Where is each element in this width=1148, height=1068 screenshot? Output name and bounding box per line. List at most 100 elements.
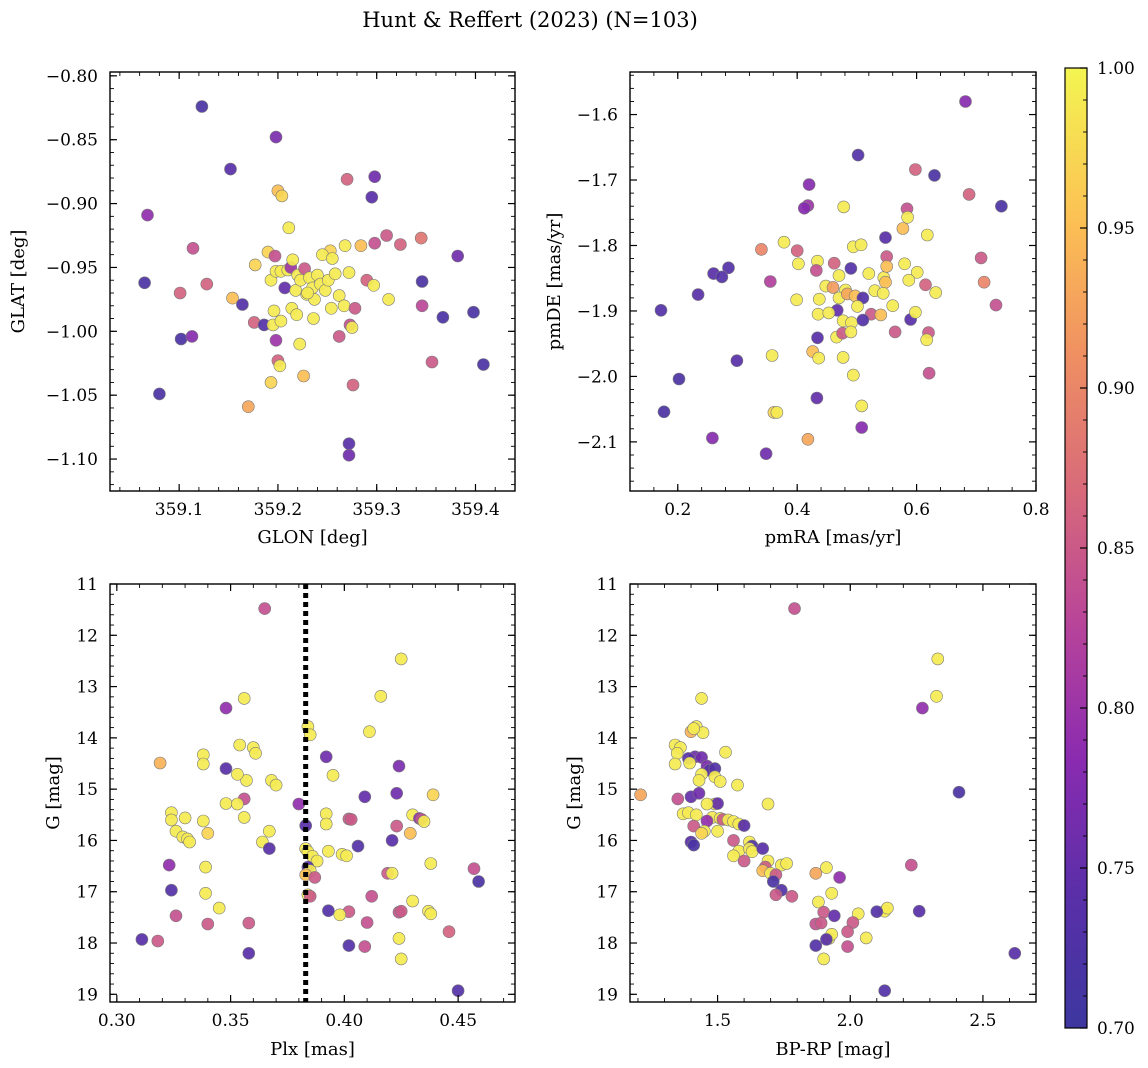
scatter-point	[811, 331, 824, 345]
scatter-point	[268, 249, 282, 263]
scatter-point	[874, 308, 888, 322]
x-tick-label: 0.8	[1022, 500, 1049, 520]
scatter-point	[346, 378, 360, 392]
y-tick-label: 17	[76, 883, 98, 903]
scatter-point	[1008, 946, 1022, 960]
scatter-point	[765, 349, 779, 362]
scatter-point	[812, 895, 825, 909]
scatter-point	[727, 849, 740, 863]
scatter-point	[365, 190, 379, 204]
x-axis-label: pmRA [mas/yr]	[765, 527, 902, 548]
y-axis-label: G [mag]	[564, 756, 585, 829]
panel-glon-glat: 359.1 359.2 359.3 359.4 −0.80 −0.85 −0.90 −0.95…	[8, 67, 516, 548]
scatter-point	[231, 797, 244, 811]
scatter-point	[237, 692, 251, 705]
scatter-point	[820, 861, 833, 874]
scatter-point	[442, 925, 456, 939]
y-axis-label: GLAT [deg]	[8, 230, 29, 334]
scatter-point	[777, 235, 791, 249]
scatter-point	[785, 889, 799, 903]
scatter-point	[841, 925, 854, 939]
scatter-point	[922, 366, 936, 380]
y-tick-label: −1.7	[577, 171, 618, 191]
scatter-point	[766, 875, 780, 888]
scatter-point	[837, 200, 851, 214]
scatter-point	[138, 276, 151, 290]
scatter-point	[292, 797, 306, 811]
scatter-point	[340, 849, 353, 863]
axes-frame	[109, 71, 516, 492]
scatter-point	[237, 811, 251, 824]
scatter-point	[185, 330, 199, 343]
scatter-point	[859, 931, 873, 945]
scatter-point	[780, 857, 793, 870]
scatter-point	[722, 261, 735, 275]
scatter-point	[879, 275, 892, 289]
scatter-point	[394, 652, 408, 666]
scatter-point	[832, 269, 846, 282]
scatter-point	[920, 228, 934, 242]
scatter-point	[880, 260, 894, 273]
y-tick-label: 15	[596, 780, 618, 800]
x-tick-label: 2.0	[837, 1011, 864, 1031]
scatter-point	[919, 278, 932, 292]
scatter-point	[262, 824, 276, 838]
scatter-point	[368, 170, 382, 183]
scatter-point	[855, 421, 869, 434]
scatter-point	[286, 253, 300, 267]
scatter-point	[812, 292, 826, 306]
scatter-point	[841, 940, 854, 953]
scatter-point	[173, 286, 187, 300]
scatter-point	[426, 788, 440, 802]
scatter-point	[374, 689, 388, 703]
scatter-point	[962, 188, 976, 201]
scatter-point	[930, 689, 943, 703]
scatter-point	[354, 239, 368, 252]
scatter-point	[770, 406, 784, 419]
scatter-point	[846, 368, 860, 382]
scatter-point	[348, 301, 362, 315]
scatter-point	[809, 866, 823, 880]
scatter-point	[248, 258, 262, 272]
scatter-point	[392, 932, 406, 945]
y-tick-label: 19	[596, 985, 618, 1005]
scatter-point	[910, 265, 924, 279]
scatter-point	[368, 236, 382, 250]
scatter-point	[691, 288, 705, 301]
scatter-point	[977, 275, 991, 289]
scatter-point	[759, 447, 773, 461]
colorbar-tick-label: 0.75	[1097, 859, 1135, 879]
scatter-point	[328, 267, 342, 281]
x-tick-label: 359.3	[352, 500, 401, 520]
scatter-point	[282, 221, 296, 235]
scatter-point	[342, 437, 356, 451]
scatter-point	[711, 824, 724, 838]
scatter-point	[165, 883, 178, 897]
scatter-point	[788, 602, 801, 615]
y-tick-label: −1.8	[577, 236, 618, 256]
scatter-point	[178, 811, 192, 825]
y-tick-label: −2.1	[577, 433, 618, 453]
scatter-point	[269, 778, 283, 792]
scatter-point	[802, 178, 816, 191]
scatter-point	[390, 786, 404, 800]
scatter-point	[212, 901, 226, 915]
scatter-point	[833, 871, 846, 884]
scatter-point	[989, 298, 1003, 312]
scatter-point	[898, 257, 911, 271]
scatter-point	[657, 405, 671, 419]
scatter-point	[827, 256, 841, 270]
scatter-point	[909, 305, 922, 319]
scatter-point	[995, 199, 1008, 213]
scatter-point	[231, 767, 244, 781]
colorbar-tick-label: 0.95	[1097, 219, 1135, 239]
scatter-point	[351, 839, 365, 853]
scatter-point	[269, 130, 283, 144]
scatter-point	[879, 231, 892, 244]
x-tick-label: 359.2	[254, 500, 303, 520]
scatter-point	[242, 400, 255, 414]
scatter-point	[342, 448, 356, 462]
scatter-point	[477, 358, 490, 371]
scatter-point	[197, 757, 210, 771]
scatter-point	[307, 312, 320, 325]
